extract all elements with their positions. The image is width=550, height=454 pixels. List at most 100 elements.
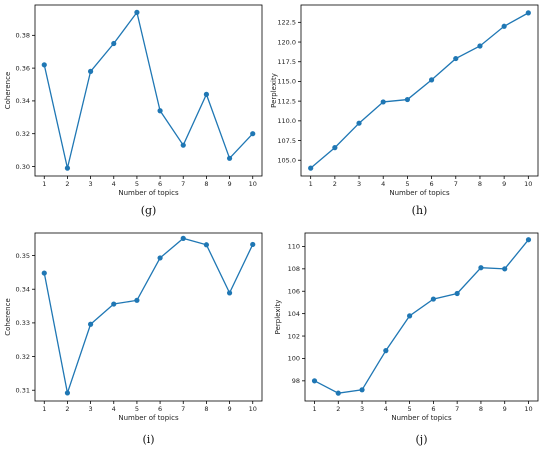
- data-point: [308, 165, 314, 171]
- x-tick-label: 4: [384, 405, 388, 413]
- data-point: [525, 237, 532, 243]
- data-point: [430, 296, 436, 302]
- x-axis-label: Number of topics: [391, 414, 452, 422]
- series-line: [310, 12, 529, 169]
- y-tick-label: 110: [288, 243, 300, 251]
- x-tick-label: 7: [181, 180, 185, 188]
- y-tick-label: 0.34: [16, 286, 30, 294]
- y-tick-label: 105.0: [277, 157, 296, 165]
- data-point: [407, 313, 413, 319]
- y-tick-label: 0.33: [16, 319, 30, 327]
- x-tick-label: 8: [479, 405, 483, 413]
- data-point: [157, 108, 163, 114]
- y-tick-label: 0.36: [16, 64, 30, 72]
- x-axis-label: Number of topics: [389, 189, 450, 197]
- x-tick-label: 8: [204, 180, 208, 188]
- data-point: [453, 55, 459, 62]
- data-point: [478, 265, 484, 271]
- y-tick-label: 108: [288, 265, 300, 273]
- data-point: [134, 9, 140, 15]
- data-point: [525, 10, 531, 16]
- data-point: [226, 155, 233, 161]
- x-tick-label: 10: [249, 180, 257, 188]
- x-tick-label: 6: [158, 180, 162, 188]
- data-point: [428, 77, 435, 83]
- y-tick-label: 112.5: [277, 97, 296, 105]
- chart-panel-3: 1 2 3 4 5 6 7 8 9 10 98 100 102 104 106 108 110 Number of…: [274, 232, 539, 446]
- x-tick-label: 6: [431, 405, 435, 413]
- chart-panel-1: 1 2 3 4 5 6 7 8 9 10 105.0 107.5 110.0 112.5 115.0 117.…: [270, 4, 539, 217]
- data-point: [454, 290, 460, 297]
- x-tick-label: 2: [65, 180, 69, 188]
- y-tick-label: 0.30: [16, 163, 30, 171]
- x-tick-label: 9: [502, 180, 506, 188]
- data-point: [134, 297, 140, 303]
- data-point: [87, 321, 94, 327]
- data-point: [41, 270, 47, 276]
- y-tick-label: 0.32: [16, 130, 30, 138]
- panel-caption: (h): [412, 204, 428, 217]
- data-point: [380, 99, 386, 105]
- x-tick-label: 1: [309, 180, 313, 188]
- data-point: [157, 255, 163, 261]
- panel-caption: (g): [141, 204, 157, 217]
- x-axis-label: Number of topics: [118, 414, 179, 422]
- panel-caption: (j): [416, 433, 428, 446]
- x-tick-label: 7: [455, 405, 459, 413]
- y-tick-label: 0.31: [16, 387, 30, 395]
- x-tick-label: 3: [89, 180, 93, 188]
- x-tick-label: 4: [112, 405, 116, 413]
- y-tick-label: 122.5: [277, 19, 296, 27]
- data-point: [356, 120, 362, 126]
- data-point: [359, 387, 365, 393]
- plot-frame: [34, 232, 263, 402]
- x-tick-label: 4: [112, 180, 116, 188]
- x-tick-label: 1: [42, 405, 46, 413]
- data-point: [111, 40, 117, 47]
- y-tick-label: 0.34: [16, 97, 30, 105]
- y-tick-label: 115.0: [277, 78, 296, 86]
- x-tick-label: 9: [503, 405, 507, 413]
- x-tick-label: 2: [336, 405, 340, 413]
- x-tick-label: 7: [454, 180, 458, 188]
- y-tick-label: 117.5: [277, 58, 296, 66]
- data-point: [250, 241, 256, 248]
- data-point: [311, 378, 318, 384]
- data-point: [226, 290, 233, 296]
- x-tick-label: 2: [65, 405, 69, 413]
- x-tick-label: 5: [135, 405, 139, 413]
- chart-panel-2: 1 2 3 4 5 6 7 8 9 10 0.31 0.32 0.33 0.34 0.35 Number of…: [4, 232, 263, 446]
- y-tick-label: 0.32: [16, 353, 30, 361]
- x-tick-label: 10: [524, 180, 532, 188]
- series-line: [43, 237, 254, 396]
- y-axis-label: Coherence: [4, 298, 12, 336]
- data-point: [501, 23, 507, 29]
- data-point: [111, 301, 117, 307]
- data-point: [64, 390, 71, 396]
- series-line: [314, 239, 529, 394]
- x-tick-label: 4: [381, 180, 385, 188]
- data-point: [203, 242, 210, 248]
- y-tick-label: 106: [288, 288, 300, 296]
- y-tick-label: 102: [288, 332, 300, 340]
- x-tick-label: 6: [158, 405, 162, 413]
- data-point: [335, 390, 341, 396]
- x-tick-label: 9: [228, 405, 232, 413]
- data-point: [477, 43, 483, 49]
- x-tick-label: 3: [360, 405, 364, 413]
- x-tick-label: 7: [181, 405, 185, 413]
- y-tick-label: 120.0: [277, 38, 296, 46]
- data-point: [180, 235, 186, 241]
- data-point: [383, 348, 389, 354]
- y-tick-label: 110.0: [277, 117, 296, 125]
- y-axis-label: Perplexity: [270, 73, 278, 108]
- x-tick-label: 5: [405, 180, 409, 188]
- y-tick-label: 104: [288, 310, 300, 318]
- data-point: [87, 68, 94, 74]
- x-axis-label: Number of topics: [118, 189, 179, 197]
- x-tick-label: 1: [312, 405, 316, 413]
- data-point: [180, 142, 186, 148]
- x-tick-label: 8: [204, 405, 208, 413]
- data-point: [502, 266, 508, 272]
